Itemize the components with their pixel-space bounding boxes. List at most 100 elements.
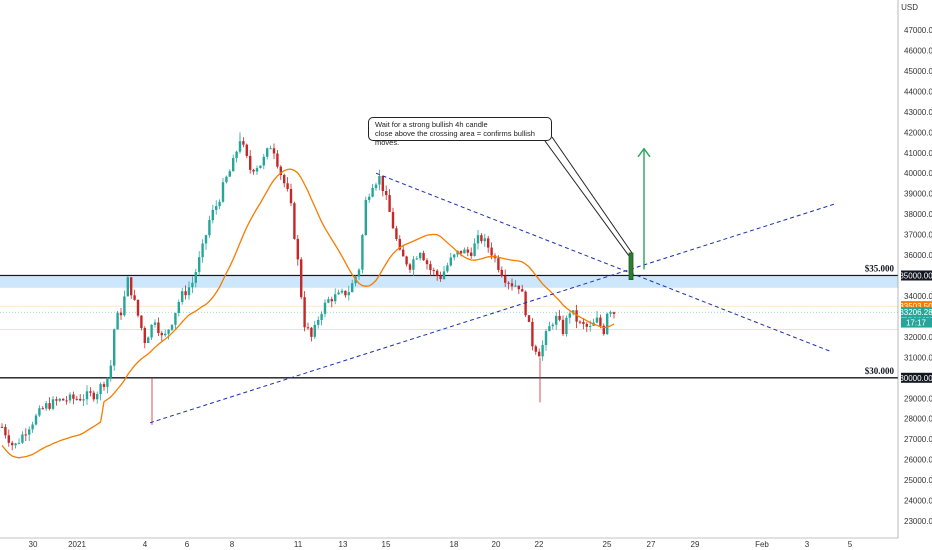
candle-body-44 (150, 324, 153, 338)
candle-body-76 (259, 165, 262, 169)
candle-body-78 (266, 148, 269, 157)
candle-body-68 (232, 158, 235, 172)
candle-body-138 (470, 252, 473, 256)
candle-body-82 (279, 166, 282, 176)
candle-body-10 (34, 415, 38, 425)
price-badge-text-3: 17:17 (906, 319, 927, 328)
key-level-label-0: $35.000 (865, 264, 895, 274)
candle-body-63 (215, 206, 218, 210)
x-tick-label-13: 29 (691, 540, 700, 549)
price-badge-text-4: 30000.00 (899, 374, 932, 383)
candle-body-132 (449, 257, 452, 266)
candle-body-177 (602, 325, 605, 335)
candle-body-151 (514, 285, 517, 287)
candle-body-91 (310, 327, 313, 337)
candle-body-53 (181, 291, 184, 302)
candle-body-179 (609, 312, 612, 314)
candle-body-72 (245, 144, 248, 156)
key-level-label-1: $30.000 (865, 366, 895, 376)
candle-body-71 (242, 141, 245, 145)
candle-body-21 (72, 394, 75, 399)
candle-body-111 (378, 176, 381, 185)
candle-body-123 (419, 252, 422, 259)
candle-body-142 (483, 238, 486, 242)
candle-body-9 (31, 424, 34, 430)
candle-body-59 (201, 243, 204, 258)
y-tick-label-20: 43000.00 (904, 108, 932, 117)
candle-body-1 (4, 426, 7, 436)
candle-body-28 (96, 394, 99, 400)
candle-body-158 (538, 351, 541, 357)
candle-body-24 (82, 399, 85, 401)
x-tick-label-3: 6 (185, 540, 190, 549)
candle-body-66 (225, 176, 228, 183)
candle-body-86 (293, 203, 296, 239)
y-tick-label-0: 23000.00 (904, 517, 932, 526)
y-tick-label-16: 39000.00 (904, 190, 932, 199)
candle-body-100 (340, 290, 344, 293)
y-tick-label-3: 26000.00 (904, 456, 932, 465)
candle-body-120 (408, 264, 412, 270)
candle-body-61 (208, 220, 211, 236)
callout-pointer-b (551, 136, 633, 254)
candle-body-168 (572, 310, 575, 314)
ascending-trendline (149, 203, 836, 424)
candle-body-102 (347, 292, 350, 296)
candle-body-118 (402, 249, 405, 257)
resistance-zone (0, 276, 898, 288)
support-zone-layer (0, 276, 898, 288)
y-tick-label-8: 31000.00 (904, 353, 932, 362)
candle-body-97 (330, 299, 333, 302)
candle-body-43 (147, 337, 150, 343)
candle-body-26 (89, 391, 92, 393)
x-tick-label-4: 8 (230, 540, 235, 549)
candle-body-85 (289, 188, 293, 204)
candle-body-19 (65, 400, 68, 402)
currency-label: USD (901, 3, 918, 12)
candle-body-73 (249, 155, 252, 170)
candle-body-4 (14, 443, 17, 446)
candle-body-110 (374, 184, 378, 189)
candle-body-37 (126, 277, 129, 297)
candle-body-101 (344, 290, 347, 296)
candle-body-89 (303, 297, 306, 328)
candle-body-172 (585, 323, 588, 327)
candle-body-27 (92, 392, 95, 400)
candle-body-166 (565, 317, 568, 335)
candle-body-0 (0, 426, 4, 428)
candle-body-42 (143, 327, 146, 343)
y-tick-label-17: 40000.00 (904, 169, 932, 178)
x-tick-label-10: 22 (535, 540, 544, 549)
candle-body-84 (286, 183, 289, 189)
x-tick-label-9: 20 (492, 540, 501, 549)
price-badge-2 (901, 307, 932, 318)
candle-body-56 (191, 282, 194, 288)
candle-body-18 (62, 398, 65, 401)
candle-body-160 (544, 331, 548, 345)
candle-body-49 (167, 329, 170, 334)
candle-body-92 (313, 324, 316, 337)
candle-body-58 (198, 257, 201, 273)
candle-body-157 (534, 346, 537, 352)
x-tick-label-0: 30 (29, 540, 38, 549)
candle-body-178 (606, 313, 609, 335)
price-badge-text-2: 33206.28 (899, 308, 932, 317)
callout-pointer-a (544, 140, 630, 257)
candle-body-121 (412, 259, 415, 270)
candle-body-155 (527, 315, 531, 322)
overlay-layer (544, 136, 651, 280)
target-arrow-head (637, 147, 651, 158)
candle-body-143 (487, 238, 490, 248)
candle-body-51 (174, 312, 177, 325)
candle-body-87 (296, 238, 299, 260)
candle-body-32 (109, 365, 112, 378)
candle-body-80 (272, 148, 276, 154)
candle-body-144 (490, 247, 493, 256)
price-badge-text-0: 35000.00 (899, 272, 932, 281)
annotation-line-1: Wait for a strong bullish 4h candle (375, 120, 488, 129)
candle-body-40 (136, 299, 140, 316)
price-badge-4 (901, 372, 932, 383)
candle-body-54 (184, 291, 187, 296)
